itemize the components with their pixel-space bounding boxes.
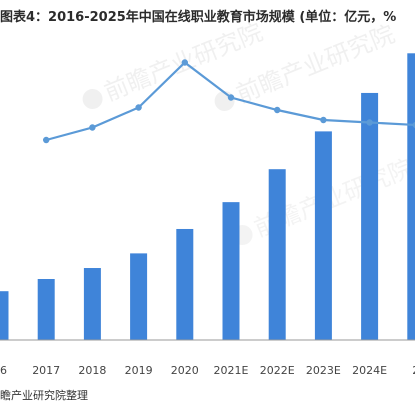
bar-2021E (222, 202, 240, 340)
line-point-2 (412, 121, 415, 129)
bar-series (0, 53, 415, 341)
bar-2023E (314, 131, 332, 340)
line-point-2020 (181, 59, 188, 66)
line-series (43, 59, 415, 144)
x-tick-label: 2022E (260, 364, 295, 377)
source-note: 瞻产业研究院整理 (0, 389, 88, 402)
bar-2 (407, 53, 415, 341)
x-tick-label: 2 (412, 364, 415, 377)
line-point-2019 (135, 104, 142, 111)
bar-2019 (130, 253, 148, 340)
x-tick-label: 2019 (125, 364, 153, 377)
line-point-2024E (366, 119, 373, 126)
line-point-2021E (227, 94, 235, 101)
x-tick-label: 2017 (32, 364, 60, 377)
x-tick-label: 2021E (214, 364, 249, 377)
line-point-2017 (43, 136, 50, 144)
x-tick-labels: 16 2017 2018 2019 2020 2021E 2022E 2023E 2024E 2 (0, 364, 415, 377)
bar-2018 (83, 268, 101, 340)
watermark-left: 前瞻产业研究院 (82, 18, 267, 109)
bar-2020 (176, 228, 194, 340)
bar-2017 (37, 279, 55, 340)
x-tick-label: 2018 (78, 364, 106, 377)
x-tick-label: 2020 (171, 364, 199, 377)
bar-2024E (361, 92, 379, 340)
x-tick-label: 16 (0, 364, 7, 377)
x-tick-label: 2024E (352, 364, 387, 377)
chart-title: 图表4：2016-2025年中国在线职业教育市场规模 (单位：亿元，% (0, 10, 397, 25)
bar-16 (0, 291, 9, 340)
x-tick-label: 2023E (306, 364, 341, 377)
bar-2022E (268, 169, 286, 340)
line-point-2022E (274, 106, 281, 114)
line-point-2018 (89, 124, 96, 131)
line-point-2023E (320, 116, 327, 124)
